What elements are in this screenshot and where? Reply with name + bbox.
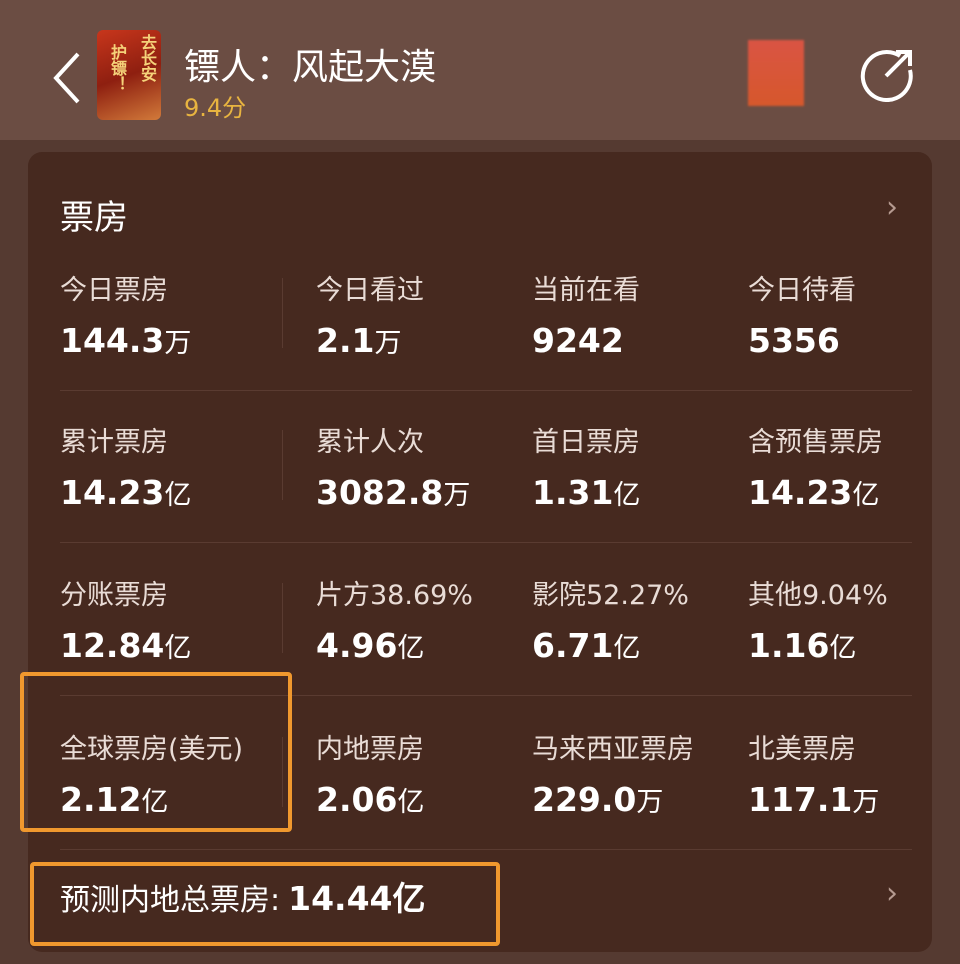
column-divider [282,278,283,348]
movie-title: 镖人：风起大漠 [184,47,437,88]
row-divider [60,695,912,696]
movie-score: 9.4分 [184,94,247,122]
stat-value: 12.84亿 [60,626,192,665]
stat-label: 累计票房 [60,427,168,458]
stat-value: 14.23亿 [748,473,880,512]
stat-cell: 全球票房(美元) 2.12亿 [60,727,243,819]
stat-cell: 今日待看 5356 [748,268,856,360]
stat-label: 影院52.27% [532,580,689,611]
stat-value: 9242 [532,321,624,360]
card-title: 票房 [60,198,128,238]
stat-label: 分账票房 [60,580,168,611]
stat-cell: 当前在看 9242 [532,268,640,360]
highlight-box-global [20,672,292,832]
stat-value: 14.23亿 [60,473,192,512]
stat-cell: 首日票房 1.31亿 [532,420,640,512]
stat-value: 2.12亿 [60,780,169,819]
stat-label: 今日看过 [316,275,424,306]
stat-label: 含预售票房 [748,427,883,458]
stat-value: 229.0万 [532,780,664,819]
column-divider [282,737,283,807]
stat-label: 内地票房 [316,734,424,765]
stat-label: 北美票房 [748,734,856,765]
red-envelope-icon[interactable] [748,40,804,106]
column-divider [282,430,283,500]
forecast-label: 预测内地总票房: [60,883,281,918]
stat-cell: 累计票房 14.23亿 [60,420,191,512]
stat-label: 当前在看 [532,275,640,306]
row-divider [60,390,912,391]
stat-cell: 今日看过 2.1万 [316,268,424,360]
stat-label: 其他9.04% [748,580,888,611]
stat-value: 3082.8万 [316,473,471,512]
stat-cell: 内地票房 2.06亿 [316,727,424,819]
row-divider [60,849,912,850]
stat-label: 累计人次 [316,427,424,458]
box-office-card [28,152,932,952]
share-icon[interactable] [860,46,916,102]
stat-value: 1.16亿 [748,626,857,665]
stat-label: 首日票房 [532,427,640,458]
stat-cell: 今日票房 144.3万 [60,268,191,360]
stat-label: 全球票房(美元) [60,734,244,765]
stat-value: 2.1万 [316,321,402,360]
stat-label: 今日待看 [748,275,856,306]
stat-value: 117.1万 [748,780,880,819]
stat-cell: 片方38.69% 4.96亿 [316,573,473,665]
poster-text: 护镖！ [108,44,127,92]
stat-value: 5356 [748,321,840,360]
stat-cell: 含预售票房 14.23亿 [748,420,883,512]
back-arrow-icon[interactable] [48,48,88,108]
stat-label: 片方38.69% [316,580,473,611]
stat-value: 1.31亿 [532,473,641,512]
stat-value: 4.96亿 [316,626,425,665]
stat-cell: 分账票房 12.84亿 [60,573,191,665]
header: 去长安 护镖！ 镖人：风起大漠 9.4分 [0,0,960,140]
chevron-right-icon[interactable]: › [886,190,898,225]
stat-label: 今日票房 [60,275,168,306]
stat-cell: 影院52.27% 6.71亿 [532,573,689,665]
movie-poster: 去长安 护镖！ [97,30,161,120]
column-divider [282,583,283,653]
chevron-right-icon[interactable]: › [886,876,898,911]
highlight-box-forecast [30,862,500,946]
stat-cell: 累计人次 3082.8万 [316,420,470,512]
forecast-value: 14.44亿 [288,879,426,918]
stat-cell: 北美票房 117.1万 [748,727,879,819]
forecast-row[interactable]: 预测内地总票房: 14.44亿 [60,872,426,920]
stat-cell: 其他9.04% 1.16亿 [748,573,888,665]
stat-label: 马来西亚票房 [532,734,694,765]
stat-value: 144.3万 [60,321,192,360]
poster-text: 去长安 [138,34,157,82]
row-divider [60,542,912,543]
stat-value: 2.06亿 [316,780,425,819]
stat-value: 6.71亿 [532,626,641,665]
stat-cell: 马来西亚票房 229.0万 [532,727,694,819]
